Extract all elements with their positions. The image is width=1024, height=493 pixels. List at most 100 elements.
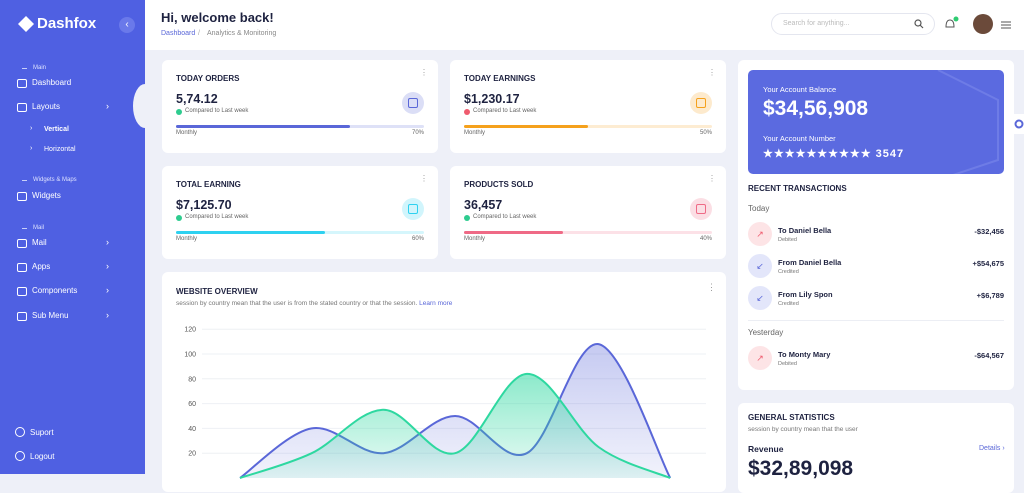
stat-card: TOTAL EARNING $7,125.70 Compared to Last w… xyxy=(162,166,438,259)
nav-icon xyxy=(17,239,27,248)
nav-item[interactable]: Mail xyxy=(32,238,47,247)
series-line xyxy=(239,372,671,479)
transaction-icon: ↙ xyxy=(748,286,772,310)
nav-item[interactable]: Apps xyxy=(32,262,51,271)
stat-icon xyxy=(402,198,424,220)
search-icon xyxy=(914,19,924,29)
transaction-amount: +$54,675 xyxy=(972,259,1005,268)
stat-card: PRODUCTS SOLD 36,457 Compared to Last week… xyxy=(450,166,726,259)
more-menu[interactable]: ⋮ xyxy=(420,174,428,183)
transaction-status: Debited xyxy=(778,361,797,367)
progress-bar xyxy=(464,231,564,234)
notification-icon[interactable] xyxy=(943,16,959,32)
progress-label: 70% xyxy=(411,130,424,136)
progress-period: Monthly xyxy=(176,236,198,242)
stat-icon xyxy=(690,92,712,114)
collapse-button[interactable]: ‹ xyxy=(119,17,135,33)
gear-icon xyxy=(1014,119,1024,129)
stat-note: Compared to Last week xyxy=(185,108,249,114)
divider xyxy=(748,320,1004,321)
transaction-name: To Daniel Bella xyxy=(778,226,832,235)
nav-item[interactable]: Sub Menu xyxy=(32,311,69,320)
progress-period: Monthly xyxy=(464,130,486,136)
stat-icon xyxy=(402,92,424,114)
nav-icon xyxy=(17,192,27,201)
more-menu[interactable]: ⋮ xyxy=(708,68,716,77)
transaction-status: Credited xyxy=(778,269,799,275)
overview-description: session by country mean that the user is… xyxy=(176,300,452,307)
group-label: Today xyxy=(748,204,770,213)
metric-label: Revenue xyxy=(748,444,784,454)
nav-icon xyxy=(17,312,27,321)
balance-card: Your Account Balance $34,56,908 Your Acc… xyxy=(738,60,1014,390)
progress-label: 60% xyxy=(411,236,424,242)
learn-more-link[interactable]: Learn more xyxy=(419,300,453,307)
nav-sub-item[interactable]: Vertical xyxy=(44,126,69,133)
nav-section-dash xyxy=(22,228,27,229)
details-link[interactable]: Details › xyxy=(979,445,1005,452)
transaction-status: Debited xyxy=(778,237,797,243)
stat-title: TODAY ORDERS xyxy=(176,74,240,83)
nav-arrow: › xyxy=(106,101,109,111)
stat-note: Compared to Last week xyxy=(473,108,537,114)
overview-card: WEBSITE OVERVIEW session by country mean… xyxy=(162,272,726,492)
stat-title: TOTAL EARNING xyxy=(176,180,241,189)
y-tick-label: 40 xyxy=(188,426,196,433)
breadcrumb-current: Analytics & Monitoring xyxy=(207,30,277,37)
settings-tab[interactable] xyxy=(1010,114,1024,134)
bottom-nav-item[interactable]: Suport xyxy=(30,428,54,437)
menu-icon[interactable] xyxy=(1001,21,1011,29)
general-value: $32,89,098 xyxy=(748,457,854,480)
progress-bar xyxy=(176,231,325,234)
balance-amount: $34,56,908 xyxy=(763,97,869,120)
overview-chart: 20 40 60 80 100 120 xyxy=(184,327,706,479)
progress-bar xyxy=(176,125,350,128)
avatar[interactable] xyxy=(973,14,993,34)
area-fill xyxy=(240,373,671,478)
nav-section-label: Main xyxy=(33,65,47,71)
transactions-title: RECENT TRANSACTIONS xyxy=(748,184,847,193)
stat-icon xyxy=(690,198,712,220)
nav-sub-item[interactable]: Horizontal xyxy=(44,146,76,153)
bottom-icon xyxy=(15,451,25,461)
nav-section-dash xyxy=(22,180,27,181)
balance-panel: Your Account Balance $34,56,908 Your Acc… xyxy=(748,70,1004,174)
more-menu[interactable]: ⋮ xyxy=(708,174,716,183)
more-menu[interactable]: ⋮ xyxy=(420,68,428,77)
trend-dot xyxy=(176,215,182,221)
stat-icon-glyph xyxy=(696,204,706,214)
progress-period: Monthly xyxy=(464,236,486,242)
y-tick-label: 60 xyxy=(188,401,196,408)
nav-item[interactable]: Widgets xyxy=(32,191,61,200)
nav-icon xyxy=(17,263,27,272)
transaction-amount: -$32,456 xyxy=(974,227,1004,236)
nav-section-dash xyxy=(22,68,27,69)
nav-arrow: › xyxy=(106,285,109,295)
stat-value: $1,230.17 xyxy=(464,92,520,106)
general-card: GENERAL STATISTICS session by country me… xyxy=(738,403,1014,493)
stat-note: Compared to Last week xyxy=(185,214,249,220)
transaction-icon: ↙ xyxy=(748,254,772,278)
more-menu[interactable]: ⋮ xyxy=(707,282,716,292)
general-title: GENERAL STATISTICS xyxy=(748,413,835,422)
balance-decoration xyxy=(937,70,999,174)
stat-title: PRODUCTS SOLD xyxy=(464,180,534,189)
nav-section-label: Mail xyxy=(33,225,45,231)
nav-sub-arrow: › xyxy=(30,125,33,132)
stat-title: TODAY EARNINGS xyxy=(464,74,536,83)
brand: Dashfox xyxy=(37,15,97,32)
transaction-icon: ↗ xyxy=(748,346,772,370)
bottom-nav-item[interactable]: Logout xyxy=(30,452,55,461)
transaction-name: To Monty Mary xyxy=(778,350,831,359)
transaction-name: From Lily Spon xyxy=(778,290,833,299)
nav-item[interactable]: Layouts xyxy=(32,102,61,111)
trend-dot xyxy=(464,109,470,115)
breadcrumb-link[interactable]: Dashboard xyxy=(161,30,196,37)
y-tick-label: 100 xyxy=(184,352,196,359)
stat-value: 5,74.12 xyxy=(176,92,218,106)
nav-item[interactable]: Dashboard xyxy=(32,78,72,87)
progress-track xyxy=(464,125,712,128)
nav-icon xyxy=(17,103,27,112)
search-box[interactable]: Search for anything... xyxy=(771,13,935,35)
nav-item[interactable]: Components xyxy=(32,286,78,295)
